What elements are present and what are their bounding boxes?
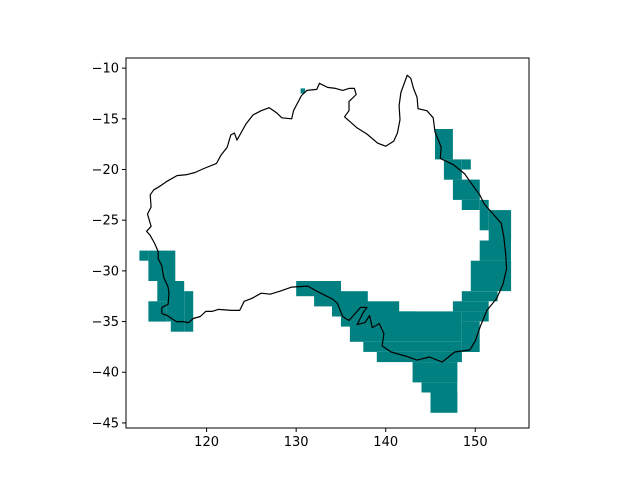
shaded-cell-13 bbox=[479, 199, 489, 231]
y-tick-label-2: −20 bbox=[92, 163, 119, 178]
shaded-cell-10 bbox=[461, 159, 471, 170]
y-tick-label-1: −15 bbox=[92, 112, 119, 127]
shaded-cell-4 bbox=[166, 281, 185, 322]
shaded-cell-8 bbox=[435, 129, 453, 160]
y-axis-ticks: −10 −15 −20 −25 −30 −35 −40 −45 bbox=[92, 62, 126, 431]
shaded-cell-25 bbox=[349, 311, 462, 342]
shaded-cell-6 bbox=[148, 301, 167, 322]
shaded-cell-20 bbox=[461, 321, 480, 352]
y-tick-label-4: −30 bbox=[92, 264, 119, 279]
shaded-cell-27 bbox=[376, 352, 462, 363]
shaded-cell-7 bbox=[170, 321, 185, 332]
y-tick-label-7: −45 bbox=[92, 416, 119, 431]
shaded-cell-0 bbox=[300, 88, 306, 94]
shaded-cell-28 bbox=[412, 362, 458, 383]
y-tick-label-3: −25 bbox=[92, 214, 119, 229]
x-tick-label-3: 150 bbox=[463, 435, 488, 450]
shaded-cell-30 bbox=[430, 392, 458, 413]
shaded-cell-17 bbox=[461, 291, 498, 302]
x-tick-label-2: 140 bbox=[373, 435, 398, 450]
shaded-cell-15 bbox=[479, 240, 511, 261]
shaded-cell-29 bbox=[421, 382, 458, 393]
shaded-cell-1 bbox=[139, 250, 149, 261]
x-tick-label-0: 120 bbox=[194, 435, 219, 450]
y-tick-label-6: −40 bbox=[92, 366, 119, 381]
shaded-cell-26 bbox=[363, 341, 462, 352]
x-tick-label-1: 130 bbox=[284, 435, 309, 450]
axes-frame bbox=[125, 57, 530, 429]
australia-coastline bbox=[146, 74, 508, 363]
shaded-cell-14 bbox=[488, 210, 512, 241]
shaded-cell-12 bbox=[461, 199, 480, 210]
x-axis-ticks: 120 130 140 150 bbox=[194, 428, 488, 450]
shaded-cell-18 bbox=[452, 301, 489, 312]
shaded-cell-9 bbox=[443, 159, 462, 180]
y-tick-label-5: −35 bbox=[92, 315, 119, 330]
y-tick-label-0: −10 bbox=[92, 62, 119, 77]
shaded-cell-5 bbox=[184, 291, 194, 332]
shaded-cell-19 bbox=[461, 311, 489, 322]
shaded-cell-11 bbox=[452, 179, 480, 200]
